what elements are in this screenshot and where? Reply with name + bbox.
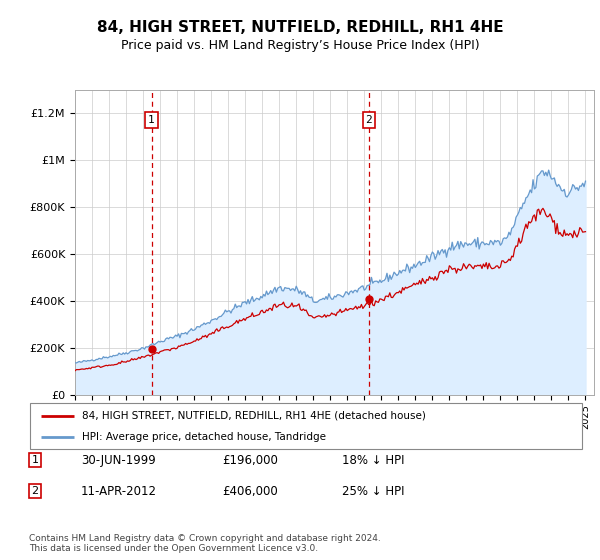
Text: Price paid vs. HM Land Registry’s House Price Index (HPI): Price paid vs. HM Land Registry’s House … [121,39,479,52]
Text: 25% ↓ HPI: 25% ↓ HPI [342,484,404,498]
Text: £406,000: £406,000 [222,484,278,498]
FancyBboxPatch shape [30,403,582,449]
Text: 84, HIGH STREET, NUTFIELD, REDHILL, RH1 4HE (detached house): 84, HIGH STREET, NUTFIELD, REDHILL, RH1 … [82,410,427,421]
Text: 1: 1 [32,455,38,465]
Text: 2: 2 [365,115,372,125]
Text: 1: 1 [148,115,155,125]
FancyBboxPatch shape [29,484,41,498]
Text: 18% ↓ HPI: 18% ↓ HPI [342,454,404,467]
Text: 11-APR-2012: 11-APR-2012 [81,484,157,498]
Text: 30-JUN-1999: 30-JUN-1999 [81,454,156,467]
Text: HPI: Average price, detached house, Tandridge: HPI: Average price, detached house, Tand… [82,432,326,442]
Text: Contains HM Land Registry data © Crown copyright and database right 2024.
This d: Contains HM Land Registry data © Crown c… [29,534,380,553]
Text: 2: 2 [32,486,38,496]
Text: £196,000: £196,000 [222,454,278,467]
FancyBboxPatch shape [29,453,41,468]
Text: 84, HIGH STREET, NUTFIELD, REDHILL, RH1 4HE: 84, HIGH STREET, NUTFIELD, REDHILL, RH1 … [97,20,503,35]
